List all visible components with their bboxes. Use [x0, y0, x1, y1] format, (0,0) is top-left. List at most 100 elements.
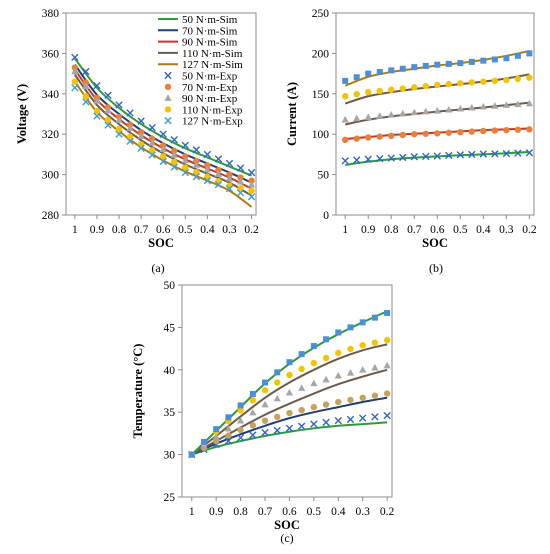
data-point-7: [93, 97, 101, 104]
data-point-6: [491, 127, 499, 134]
x-tick-label: 0.8: [112, 224, 127, 236]
data-point-8: [160, 153, 167, 160]
x-tick-label: 0.9: [209, 506, 224, 518]
data-point-7: [433, 106, 441, 114]
x-tick-label: 0.8: [233, 506, 248, 518]
x-tick-label: 0.8: [384, 224, 399, 236]
data-point-5: [346, 415, 355, 424]
y-tick-label: 100: [312, 129, 330, 141]
y-tick-label: 250: [312, 8, 330, 20]
data-point-8: [274, 379, 281, 386]
data-point-9: [434, 61, 441, 68]
data-point-8: [422, 82, 429, 90]
data-point-7: [445, 105, 453, 113]
data-point-6: [237, 426, 244, 434]
x-tick-label: 0.4: [476, 224, 491, 236]
data-point-9: [353, 74, 360, 81]
data-point-6: [445, 129, 453, 136]
data-point-7: [346, 368, 355, 376]
x-tick-label: 0.3: [222, 224, 237, 236]
data-point-5: [310, 420, 318, 428]
data-point-5: [322, 418, 330, 427]
x-tick-label: 0.7: [258, 506, 273, 518]
data-point-7: [104, 106, 112, 114]
data-point-5: [236, 433, 245, 442]
data-point-6: [342, 136, 349, 144]
series-line-4: [74, 81, 253, 208]
data-point-9: [137, 144, 145, 153]
data-point-8: [371, 339, 379, 346]
legend-label: 90 N·m-Sim: [182, 37, 238, 49]
y-tick-label: 340: [42, 89, 60, 101]
data-point-8: [193, 168, 200, 176]
data-point-5: [359, 414, 367, 422]
data-point-7: [273, 394, 281, 402]
x-tick-label: 0.2: [522, 224, 537, 236]
data-point-8: [526, 74, 533, 81]
data-point-9: [384, 309, 391, 316]
data-point-5: [422, 152, 430, 161]
data-point-9: [274, 369, 281, 376]
data-point-9: [526, 50, 533, 57]
data-point-8: [71, 78, 79, 85]
data-point-7: [322, 375, 330, 383]
data-point-6: [148, 135, 156, 142]
legend-swatch: [164, 83, 172, 91]
data-point-5: [159, 130, 167, 138]
data-point-6: [225, 432, 232, 439]
data-point-9: [159, 157, 167, 166]
y-tick-label: 320: [42, 129, 60, 141]
y-tick-label: 380: [42, 8, 60, 20]
data-point-6: [286, 409, 293, 417]
data-point-9: [214, 181, 223, 189]
data-point-5: [126, 109, 134, 117]
data-point-8: [383, 336, 391, 344]
data-point-9: [480, 57, 487, 64]
data-point-8: [434, 81, 441, 89]
data-point-9: [203, 176, 212, 185]
data-point-6: [310, 403, 318, 411]
legend-label: 110 N·m-Sim: [182, 48, 243, 60]
data-point-5: [285, 424, 294, 433]
data-point-6: [171, 147, 178, 155]
data-point-5: [261, 428, 269, 437]
y-tick-label: 150: [312, 89, 330, 101]
x-tick-label: 1: [189, 506, 195, 518]
data-point-6: [274, 413, 281, 421]
data-point-9: [225, 414, 232, 421]
plot-area: [71, 53, 256, 208]
data-point-7: [383, 361, 391, 369]
data-point-9: [365, 70, 372, 77]
data-point-8: [468, 79, 476, 86]
x-tick-label: 0.5: [453, 224, 468, 236]
plot-area: [188, 309, 391, 459]
x-tick-label: 0.2: [380, 506, 395, 518]
data-point-5: [491, 150, 499, 158]
y-axis-label: Current (A): [285, 82, 299, 146]
data-point-6: [411, 131, 418, 138]
data-point-7: [468, 103, 476, 111]
data-point-5: [236, 164, 245, 172]
data-point-9: [170, 163, 178, 171]
data-point-7: [203, 165, 211, 173]
data-point-5: [334, 416, 342, 425]
plot-frame: [65, 12, 257, 216]
data-point-7: [212, 432, 220, 440]
legend-swatch: [164, 117, 172, 125]
data-point-5: [502, 149, 511, 158]
x-tick-label: 0.6: [282, 506, 297, 518]
legend-label: 70 N·m-Sim: [182, 25, 238, 37]
data-point-6: [434, 130, 441, 137]
x-tick-label: 0.4: [331, 506, 346, 518]
x-tick-label: 0.7: [407, 224, 422, 236]
data-point-6: [347, 396, 354, 404]
data-point-8: [82, 93, 90, 100]
data-point-5: [148, 123, 156, 132]
data-point-6: [71, 64, 79, 71]
data-point-5: [247, 168, 256, 177]
data-point-7: [148, 138, 156, 146]
data-point-9: [422, 62, 429, 69]
data-point-8: [491, 77, 499, 85]
data-point-9: [342, 77, 349, 84]
